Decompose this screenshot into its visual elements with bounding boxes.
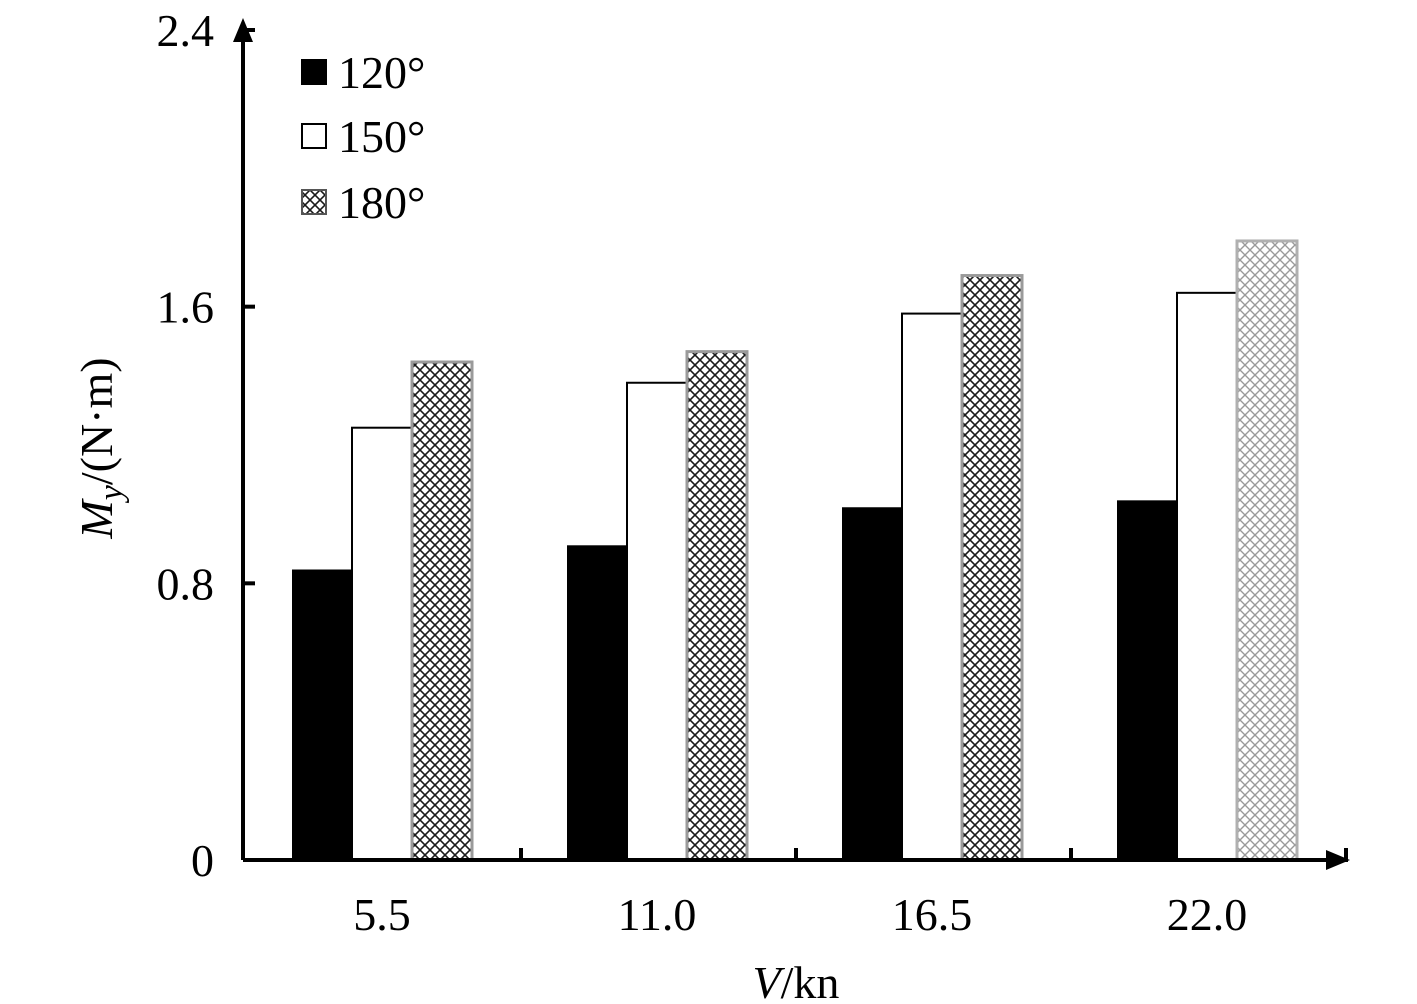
x-tick-label-5-5: 5.5 xyxy=(353,889,411,940)
x-tick-label-16-5: 16.5 xyxy=(892,889,973,940)
y-tick-label-0-8: 0.8 xyxy=(157,558,215,609)
x-tick-label-11-0: 11.0 xyxy=(618,889,697,940)
legend-label-120: 120° xyxy=(338,47,425,98)
bar-150-22-0 xyxy=(1176,291,1238,862)
bar-120-11-0 xyxy=(567,545,627,860)
legend-swatch-120 xyxy=(301,59,327,85)
y-axis-title: My/(N·m) xyxy=(71,357,130,539)
bar-120-5-5 xyxy=(292,569,352,860)
bar-120-16-5 xyxy=(842,507,902,860)
bar-150-5-5 xyxy=(351,426,413,861)
x-axis-title: V/kn xyxy=(753,957,840,1004)
bar-150-16-5 xyxy=(901,312,963,862)
x-tick-label-22-0: 22.0 xyxy=(1167,889,1248,940)
y-tick-label-2-4: 2.4 xyxy=(157,5,215,56)
legend: 120° 150° 180° xyxy=(301,47,425,228)
bar-180-11-0 xyxy=(685,350,749,862)
legend-label-180: 180° xyxy=(338,177,425,228)
y-tick-label-1-6: 1.6 xyxy=(157,282,215,333)
bar-150-11-0 xyxy=(626,381,688,861)
legend-label-150: 150° xyxy=(338,111,425,162)
y-tick-label-0: 0 xyxy=(191,835,214,886)
bar-180-5-5 xyxy=(410,360,474,862)
bar-180-22-0 xyxy=(1235,239,1299,862)
legend-swatch-180 xyxy=(301,189,327,215)
legend-swatch-150 xyxy=(301,123,327,149)
x-axis-arrow xyxy=(1326,850,1350,870)
bar-120-22-0 xyxy=(1117,500,1177,860)
bar-180-16-5 xyxy=(960,274,1024,862)
